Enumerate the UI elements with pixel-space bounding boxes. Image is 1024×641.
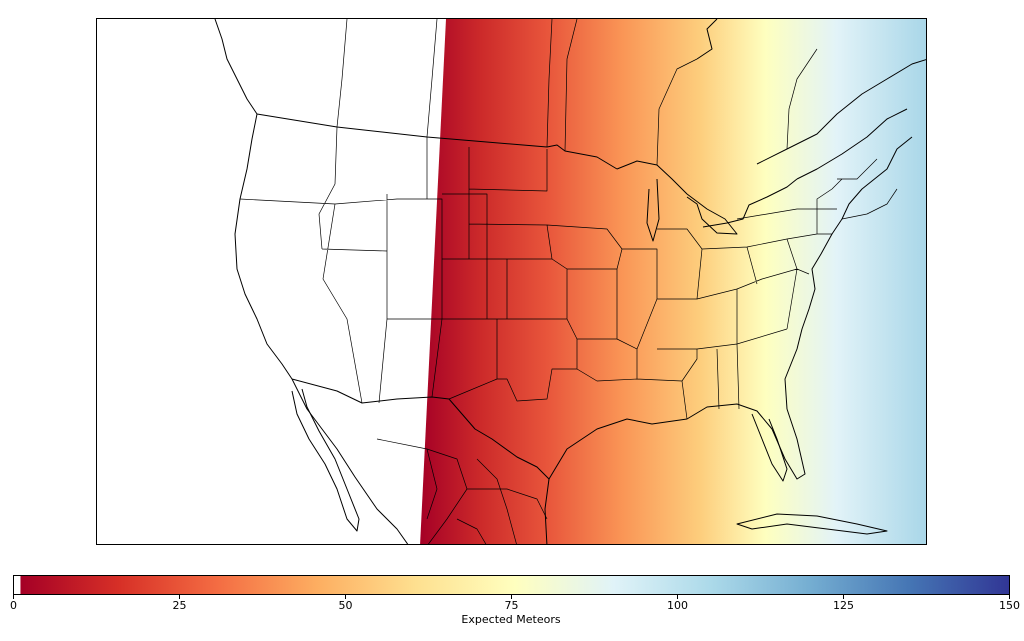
gulf-coast — [544, 403, 806, 544]
st-lawrence — [796, 108, 908, 180]
colorbar-tick-label: 125 — [833, 599, 854, 612]
colorbar-tick-label: 100 — [667, 599, 688, 612]
colorbar-tick-label: 0 — [10, 599, 17, 612]
mexico-west-coast — [291, 378, 409, 544]
colorbar-tick-label: 50 — [338, 599, 353, 612]
quebec-coast — [756, 59, 926, 165]
atlantic-coast — [784, 136, 913, 410]
us-canada-border — [256, 113, 618, 170]
colorbar-tick-mark — [677, 595, 678, 599]
coastline-borders — [214, 19, 926, 544]
colorbar-tick-mark — [511, 595, 512, 599]
colorbar-tick-label: 75 — [504, 599, 519, 612]
colorbar-tick-mark — [13, 595, 14, 599]
great-lakes — [616, 160, 798, 242]
meteor-heat-region — [420, 19, 926, 544]
colorbar-tick-mark — [345, 595, 346, 599]
bc-coast — [214, 19, 258, 115]
state-lines — [239, 126, 898, 420]
colorbar-tick-mark — [1009, 595, 1010, 599]
colorbar-tick-label: 150 — [999, 599, 1020, 612]
florida — [751, 413, 788, 482]
us-mexico-border — [291, 378, 550, 480]
map-frame — [96, 18, 927, 545]
colorbar-label: Expected Meteors — [461, 613, 561, 626]
us-west-coast — [234, 113, 293, 380]
colorbar — [13, 575, 1010, 595]
hudson-bay — [696, 19, 718, 60]
baja-peninsula — [291, 388, 360, 532]
meteor-map — [214, 19, 926, 544]
cuba — [736, 513, 888, 535]
colorbar-tick-mark — [179, 595, 180, 599]
colorbar-tick-label: 25 — [172, 599, 187, 612]
canada-province-lines — [336, 19, 818, 166]
colorbar-tick-mark — [843, 595, 844, 599]
mexico-state-lines — [376, 438, 548, 544]
